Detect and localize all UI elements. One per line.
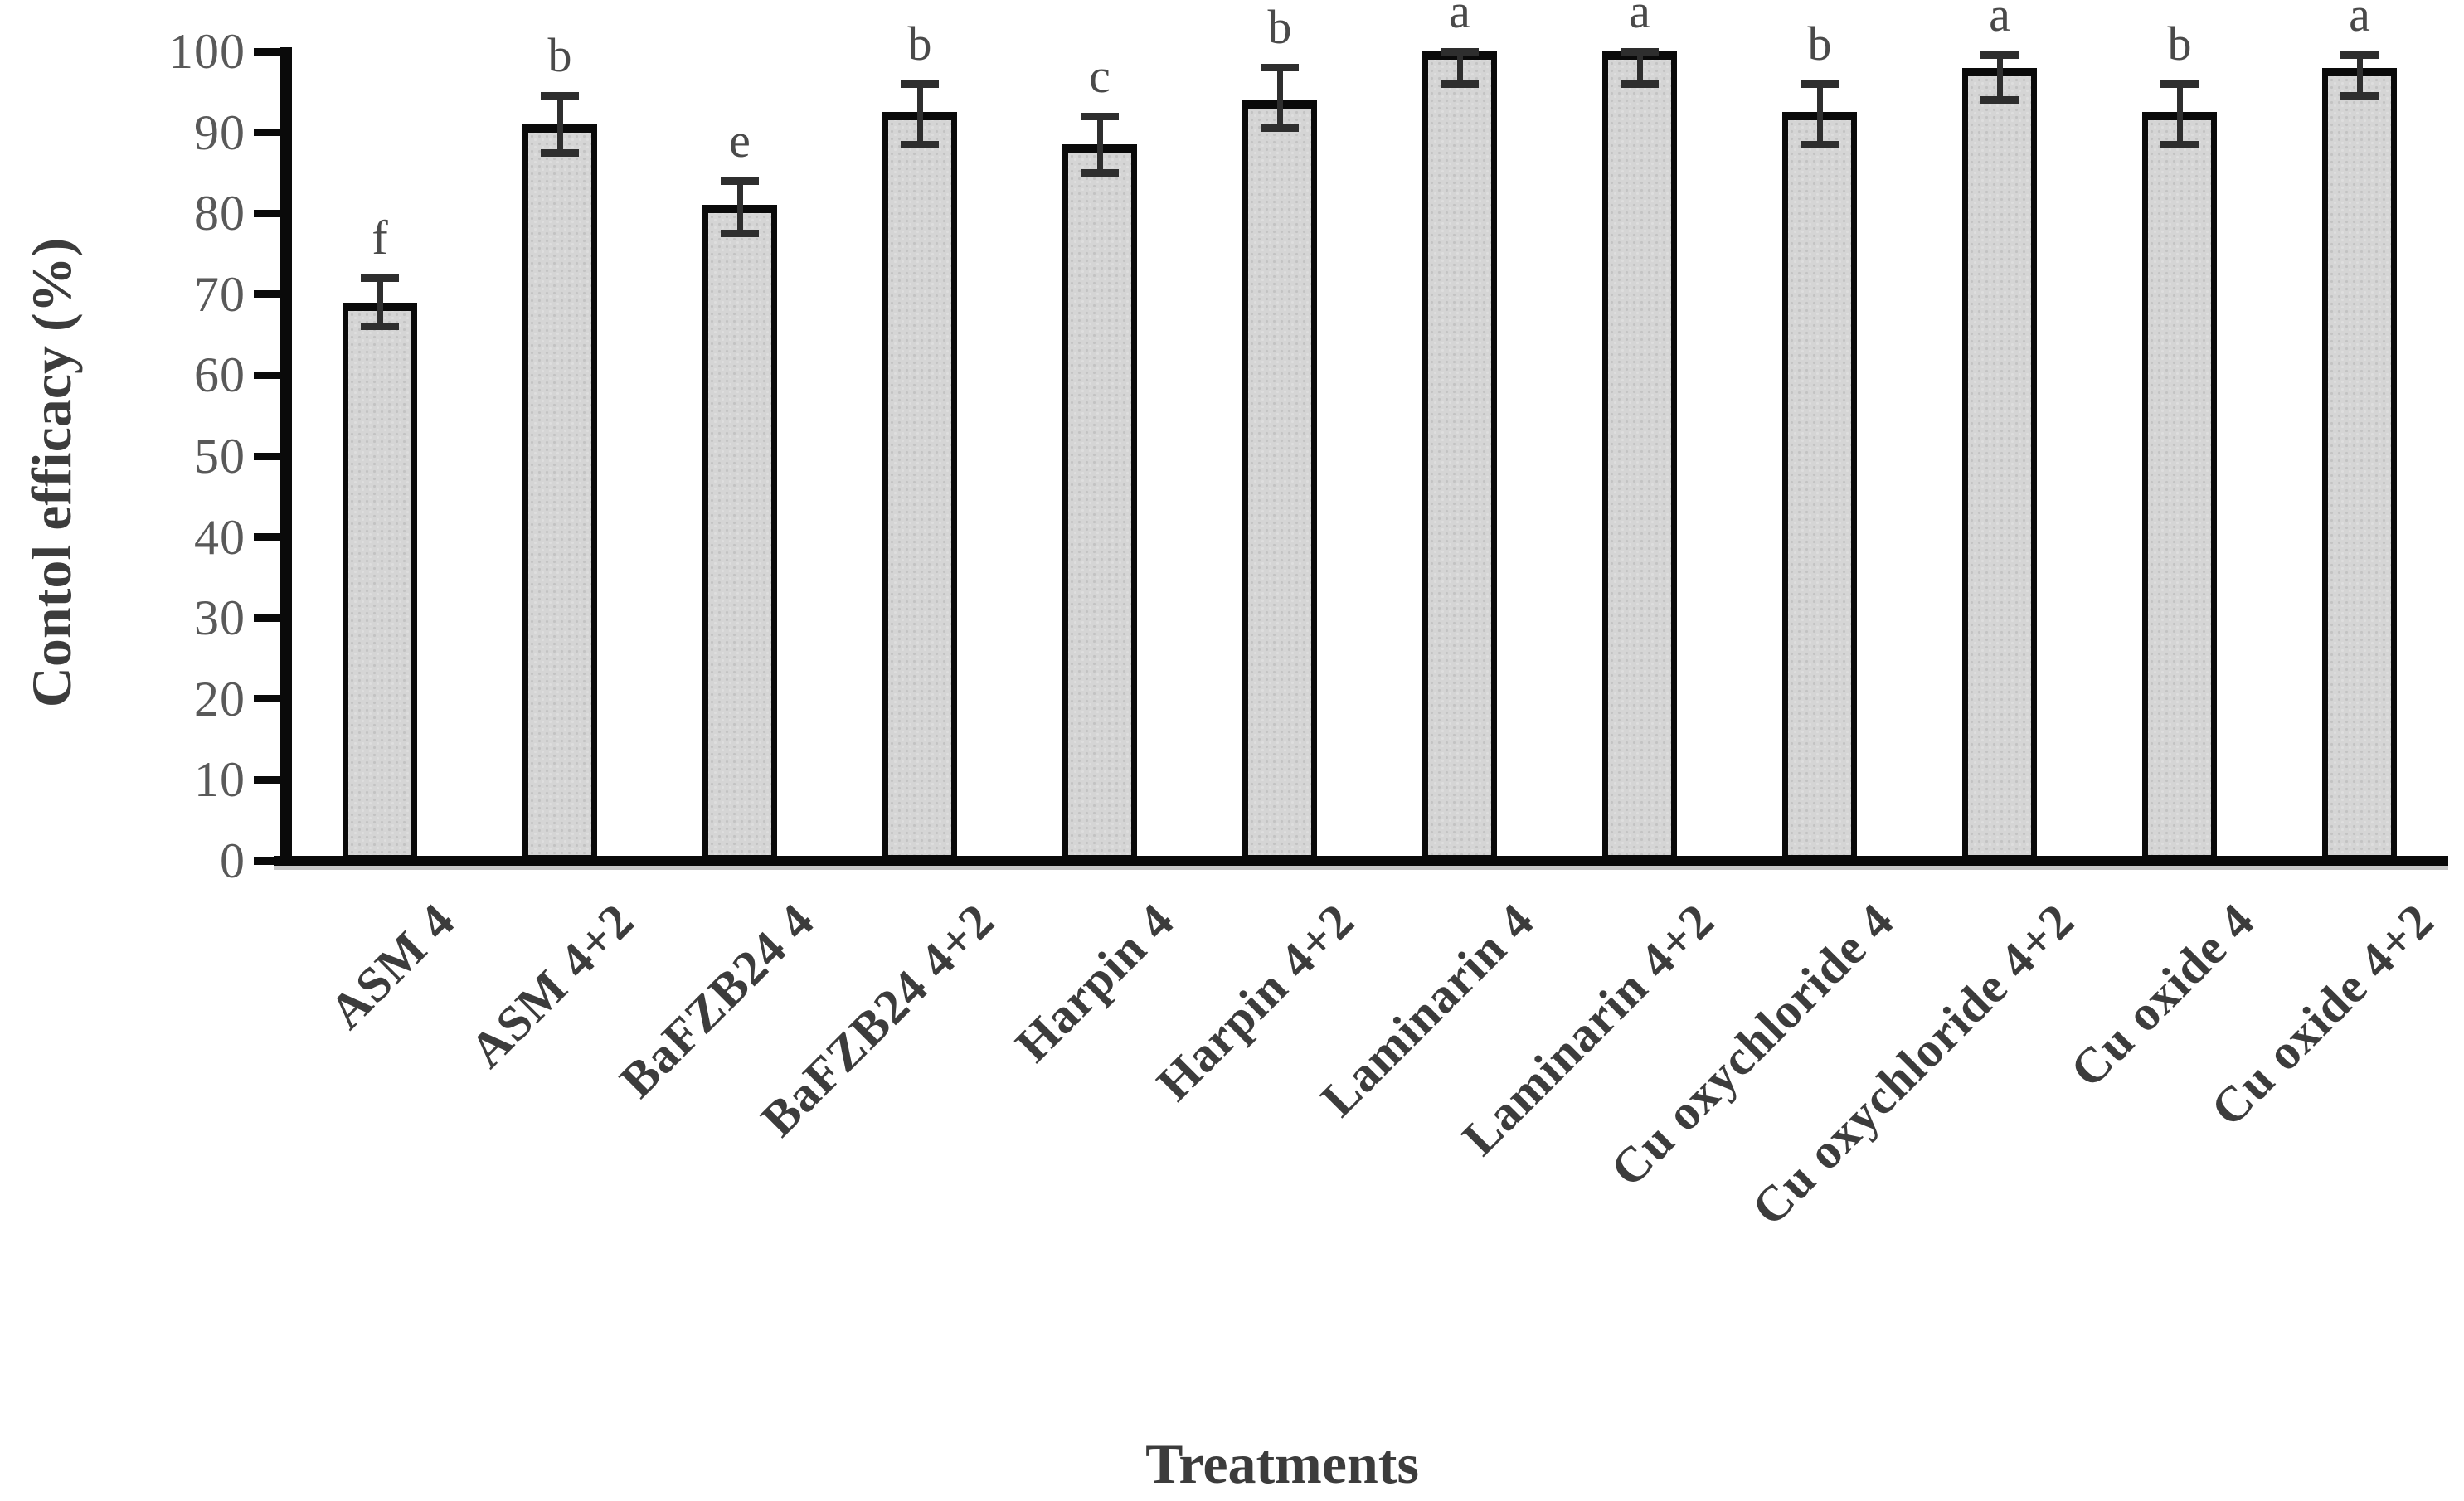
error-bar-cap-bottom (1621, 80, 1659, 88)
x-category-label: Harpin 4 (1005, 892, 1185, 1072)
y-axis-line (280, 47, 292, 866)
error-bar-cap-bottom (2160, 140, 2199, 148)
bar (343, 302, 417, 861)
error-bar-cap-bottom (1081, 168, 1119, 177)
error-bar-cap-top (541, 92, 579, 100)
bar (1782, 112, 1857, 861)
error-bar-cap-top (901, 80, 939, 88)
y-tick (254, 452, 280, 460)
error-bar-line (736, 181, 743, 234)
bar (522, 124, 597, 861)
x-axis-shadow-line (274, 866, 2448, 870)
error-bar-cap-top (1261, 64, 1299, 72)
x-category-label: ASM 4 (318, 892, 465, 1040)
error-bar-cap-bottom (1801, 140, 1839, 148)
y-tick-label: 30 (194, 590, 245, 646)
error-bar-line (2176, 84, 2183, 145)
y-tick (254, 775, 280, 784)
y-tick-label: 50 (194, 429, 245, 483)
error-bar-cap-bottom (361, 323, 399, 331)
significance-letter: a (1629, 0, 1650, 38)
significance-letter: a (1449, 0, 1470, 38)
y-tick (254, 290, 280, 299)
error-bar-cap-top (2340, 51, 2379, 60)
bar (882, 112, 957, 861)
error-bar-cap-top (721, 177, 759, 185)
error-bar-cap-top (1081, 112, 1119, 120)
y-tick (254, 129, 280, 137)
error-bar-cap-top (1621, 47, 1659, 56)
error-bar-line (1276, 67, 1283, 129)
x-category-label: Cu oxychloride 4+2 (1741, 892, 2085, 1236)
error-bar-cap-bottom (1441, 80, 1479, 88)
significance-letter: b (907, 16, 932, 70)
significance-letter: b (547, 28, 572, 83)
x-axis-title: Treatments (1145, 1432, 1419, 1495)
significance-letter: b (2167, 16, 2192, 70)
y-tick-label: 40 (194, 509, 245, 565)
error-bar-line (916, 84, 923, 145)
y-tick-label: 20 (194, 671, 245, 726)
significance-letter: b (1267, 0, 1292, 55)
y-tick (254, 209, 280, 217)
error-bar-cap-bottom (1980, 96, 2019, 104)
bar (2142, 112, 2217, 861)
y-tick-label: 80 (194, 186, 245, 241)
x-category-label: ASM 4+2 (459, 892, 645, 1078)
significance-letter: b (1807, 16, 1832, 70)
y-tick-label: 100 (168, 24, 245, 79)
y-tick (254, 857, 280, 865)
error-bar-line (1816, 84, 1823, 145)
significance-letter: a (2349, 0, 2370, 42)
y-tick-label: 70 (194, 266, 245, 322)
y-tick (254, 371, 280, 379)
significance-letter: f (372, 210, 388, 265)
x-axis-line (274, 856, 2448, 866)
y-tick (254, 695, 280, 703)
error-bar-cap-top (1441, 47, 1479, 56)
significance-letter: a (1989, 0, 2010, 42)
error-bar-cap-top (1980, 51, 2019, 60)
error-bar-line (556, 95, 563, 153)
error-bar-line (1636, 51, 1643, 85)
error-bar-cap-bottom (721, 230, 759, 238)
y-tick-label: 10 (194, 752, 245, 808)
bar (1962, 67, 2037, 861)
y-tick-label: 60 (194, 347, 245, 403)
bar (702, 205, 777, 861)
error-bar-line (1996, 55, 2003, 100)
bar (1422, 51, 1497, 861)
significance-letter: e (729, 113, 751, 168)
error-bar-cap-bottom (1261, 124, 1299, 133)
y-tick (254, 533, 280, 542)
error-bar-cap-top (2160, 80, 2199, 88)
error-bar-cap-top (361, 274, 399, 282)
y-tick (254, 47, 280, 56)
y-tick-label: 90 (194, 104, 245, 160)
bar (1602, 51, 1677, 861)
bar (1242, 100, 1317, 861)
y-tick-label: 0 (220, 833, 245, 888)
error-bar-line (1456, 51, 1463, 85)
error-bar-line (1096, 116, 1103, 173)
error-bar-cap-bottom (901, 140, 939, 148)
error-bar-line (377, 278, 383, 327)
bar (1062, 144, 1137, 861)
bar (2322, 67, 2397, 861)
error-bar-cap-bottom (2340, 92, 2379, 100)
y-tick (254, 614, 280, 622)
error-bar-cap-bottom (541, 148, 579, 157)
error-bar-cap-top (1801, 80, 1839, 88)
error-bar-line (2356, 55, 2363, 96)
significance-letter: c (1089, 48, 1111, 103)
